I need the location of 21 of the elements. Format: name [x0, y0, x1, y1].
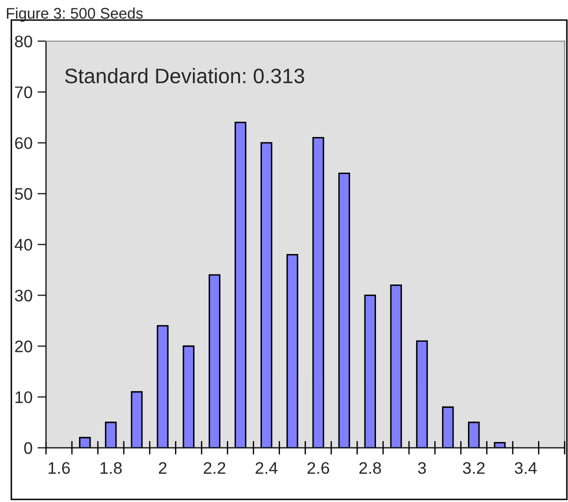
x-tick-label: 1.6: [48, 462, 70, 474]
y-tick-label: 10: [16, 391, 32, 404]
x-tick-label: 2.6: [308, 462, 330, 474]
annotation: Standard Deviation: 0.313: [65, 68, 304, 84]
x-tick-label: 3: [418, 462, 426, 474]
chart-title: Figure 3: 500 Seeds: [6, 8, 143, 22]
y-tick-label: 70: [15, 86, 32, 98]
y-tick-label: 40: [14, 238, 32, 251]
y-tick-label: 30: [14, 290, 32, 302]
x-tick-label: 2.4: [256, 462, 278, 474]
y-tick-label: 80: [15, 36, 32, 48]
x-tick-label: 3.2: [462, 462, 485, 474]
x-tick-label: 2.2: [204, 462, 226, 474]
y-tick-label: 0: [24, 442, 32, 454]
x-tick-label: 2.8: [359, 462, 381, 474]
y-tick-label: 60: [15, 137, 32, 150]
y-tick-label: 20: [15, 340, 32, 352]
x-tick-label: 3.4: [514, 462, 537, 474]
x-tick-label: 2: [158, 462, 166, 474]
x-tick-label: 1.8: [100, 462, 122, 474]
y-tick-label: 50: [14, 188, 32, 200]
